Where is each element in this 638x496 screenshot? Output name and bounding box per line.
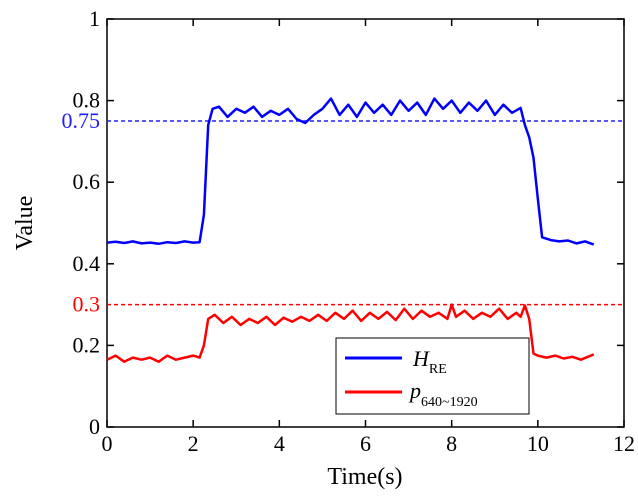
y-tick-label: 0.2: [73, 332, 101, 357]
legend-name-series-0: H: [412, 346, 430, 371]
reference-label-1: 0.3: [73, 292, 101, 317]
y-axis-ticks: 0 0.2 0.4 0.6 0.8 1: [73, 6, 624, 439]
y-tick-label: 0.4: [73, 251, 101, 276]
x-axis-title: Time(s): [327, 464, 402, 490]
legend-subscript-series-0: RE: [429, 362, 447, 377]
series-lines: [106, 97, 595, 363]
x-tick-label: 12: [613, 431, 635, 456]
x-tick-label: 8: [446, 431, 457, 456]
y-tick-label: 0.6: [73, 169, 101, 194]
reference-label-0: 0.75: [62, 108, 101, 133]
x-tick-label: 10: [527, 431, 549, 456]
y-tick-label: 0: [89, 414, 100, 439]
legend-label-series-0: HRE: [412, 346, 447, 377]
x-tick-label: 2: [188, 431, 199, 456]
legend-box: [335, 337, 530, 415]
legend-label-series-1: p640~1920: [408, 378, 478, 410]
y-tick-label: 1: [89, 6, 100, 31]
x-tick-label: 4: [274, 431, 285, 456]
legend: HRE p640~1920: [335, 337, 530, 415]
x-tick-label: 0: [102, 431, 113, 456]
series-line-0: [106, 97, 595, 246]
y-tick-label: 0.8: [73, 88, 101, 113]
x-tick-label: 6: [360, 431, 371, 456]
legend-name-series-1: p: [408, 378, 421, 403]
series-line-1: [106, 303, 595, 363]
legend-subscript-series-1: 640~1920: [421, 395, 478, 410]
y-axis-title: Value: [12, 196, 38, 251]
reference-lines: 0.75 0.3: [62, 108, 624, 317]
x-axis-ticks: 0 2 4 6 8 10 12: [102, 19, 635, 456]
